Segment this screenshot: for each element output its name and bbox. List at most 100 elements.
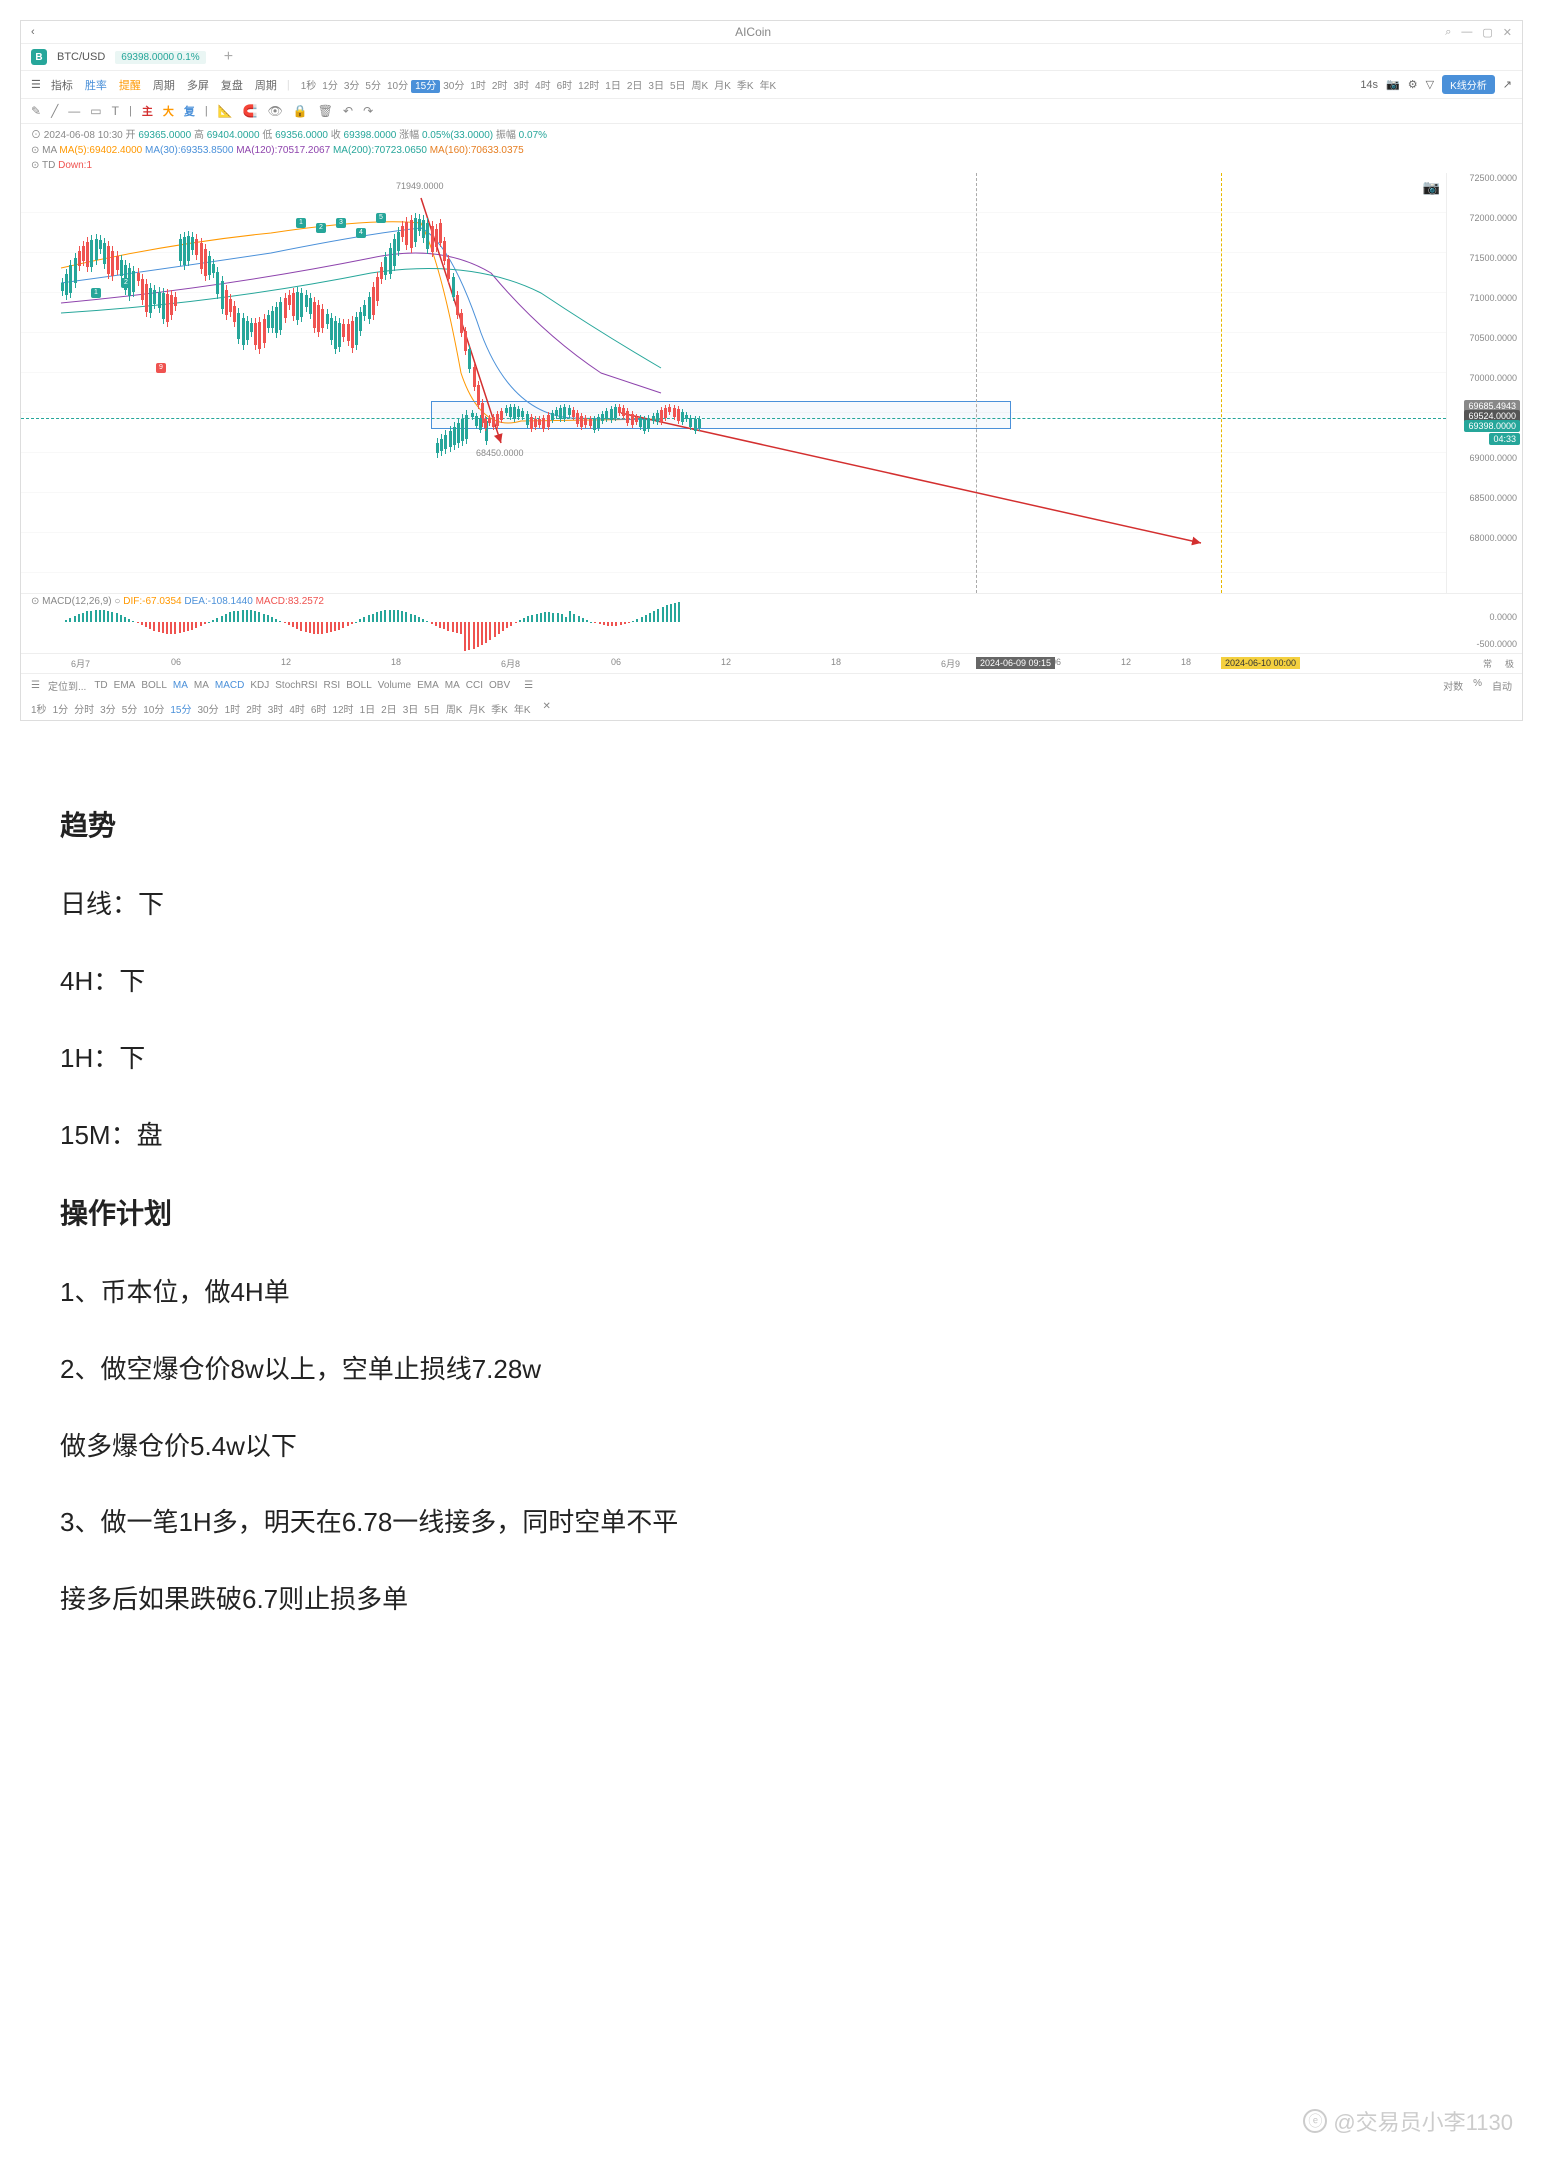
redo-icon[interactable]: ↷ [363, 104, 373, 118]
menu-period[interactable]: 周期 [151, 77, 177, 93]
trash-icon[interactable]: 🗑 [318, 104, 333, 118]
menu-replay[interactable]: 复盘 [219, 77, 245, 93]
tf-bottom-月K[interactable]: 月K [468, 701, 485, 716]
menu-alert[interactable]: 提醒 [117, 77, 143, 93]
eye-icon[interactable]: 👁 [268, 104, 283, 118]
indicator-kdj[interactable]: KDJ [250, 680, 269, 691]
da-label[interactable]: 大 [163, 103, 174, 119]
line-icon[interactable]: ╱ [51, 104, 58, 118]
timeframe-30分[interactable]: 30分 [440, 81, 467, 92]
tf-bottom-5分[interactable]: 5分 [122, 701, 138, 716]
menu-indicator[interactable]: 指标 [49, 77, 75, 93]
tf-bottom-3分[interactable]: 3分 [100, 701, 116, 716]
indicator-ma[interactable]: MA [173, 680, 188, 691]
timeframe-3时[interactable]: 3时 [510, 81, 532, 92]
menu-multi[interactable]: 多屏 [185, 77, 211, 93]
timeframe-1时[interactable]: 1时 [467, 81, 489, 92]
undo-icon[interactable]: ↶ [343, 104, 353, 118]
menu-period2[interactable]: 周期 [253, 77, 279, 93]
timeframe-1秒[interactable]: 1秒 [298, 81, 320, 92]
timeframe-年K[interactable]: 年K [757, 81, 780, 92]
indicator-boll[interactable]: BOLL [141, 680, 167, 691]
indicator-macd[interactable]: MACD [215, 680, 244, 691]
pct-toggle[interactable]: % [1473, 678, 1482, 693]
rect-icon[interactable]: ▭ [90, 104, 101, 118]
camera-overlay-icon[interactable]: 📷 [1423, 179, 1440, 196]
log-toggle[interactable]: 对数 [1443, 678, 1463, 693]
timeframe-2时[interactable]: 2时 [489, 81, 511, 92]
zhu-label[interactable]: 主 [142, 103, 153, 119]
timeframe-3日[interactable]: 3日 [645, 81, 667, 92]
timeframe-3分[interactable]: 3分 [341, 81, 363, 92]
tf-bottom-年K[interactable]: 年K [514, 701, 531, 716]
indicator-volume[interactable]: Volume [378, 680, 411, 691]
timeframe-4时[interactable]: 4时 [532, 81, 554, 92]
indicator-ema[interactable]: EMA [114, 680, 136, 691]
timeframe-12时[interactable]: 12时 [575, 81, 602, 92]
indicator-rsi[interactable]: RSI [324, 680, 341, 691]
timeframe-1分[interactable]: 1分 [319, 81, 341, 92]
timeframe-5日[interactable]: 5日 [667, 81, 689, 92]
indicator-ma[interactable]: MA [194, 680, 209, 691]
ruler-icon[interactable]: 📐 [218, 104, 233, 118]
indicator-boll[interactable]: BOLL [346, 680, 372, 691]
tf-bottom-30分[interactable]: 30分 [198, 701, 219, 716]
auto-toggle[interactable]: 自动 [1492, 678, 1512, 693]
minimize-icon[interactable]: — [1461, 26, 1472, 39]
tf-bottom-4时[interactable]: 4时 [289, 701, 305, 716]
search-icon[interactable]: ⌕ [1445, 26, 1451, 39]
tf-bottom-2日[interactable]: 2日 [381, 701, 397, 716]
indicator-ma[interactable]: MA [445, 680, 460, 691]
fu-label[interactable]: 复 [184, 103, 195, 119]
tf-bottom-1日[interactable]: 1日 [360, 701, 376, 716]
menu-icon[interactable]: ☰ [31, 78, 41, 91]
tf-bottom-3时[interactable]: 3时 [268, 701, 284, 716]
kline-analysis-button[interactable]: K线分析 [1442, 75, 1495, 94]
tf-bottom-1分[interactable]: 1分 [53, 701, 69, 716]
timeframe-月K[interactable]: 月K [711, 81, 734, 92]
filter-icon[interactable]: ▽ [1426, 78, 1434, 91]
hline-icon[interactable]: — [68, 104, 80, 118]
lock-icon[interactable]: 🔒 [293, 104, 308, 118]
indicator-cci[interactable]: CCI [466, 680, 483, 691]
close-icon[interactable]: ✕ [1503, 26, 1512, 39]
settings-icon[interactable]: ⚙ [1408, 78, 1418, 91]
timeframe-10分[interactable]: 10分 [384, 81, 411, 92]
chart-plot-area[interactable]: 71949.0000 68450.0000 📷 12912345 [21, 173, 1447, 593]
indicator-td[interactable]: TD [94, 680, 107, 691]
tf-bottom-季K[interactable]: 季K [491, 701, 508, 716]
text-icon[interactable]: T [112, 104, 119, 118]
tf-bottom-分时[interactable]: 分时 [74, 701, 94, 716]
tf-bottom-3日[interactable]: 3日 [403, 701, 419, 716]
tf-close-icon[interactable]: ✕ [543, 701, 551, 716]
tf-bottom-1秒[interactable]: 1秒 [31, 701, 47, 716]
camera-icon[interactable]: 📷 [1386, 78, 1400, 91]
tf-bottom-12时[interactable]: 12时 [332, 701, 353, 716]
tf-bottom-2时[interactable]: 2时 [246, 701, 262, 716]
indicator-ema[interactable]: EMA [417, 680, 439, 691]
timeframe-季K[interactable]: 季K [734, 81, 757, 92]
timeframe-周K[interactable]: 周K [689, 81, 712, 92]
tf-bottom-周K[interactable]: 周K [446, 701, 463, 716]
pencil-icon[interactable]: ✎ [31, 104, 41, 118]
add-tab-button[interactable]: + [216, 48, 241, 66]
tf-bottom-10分[interactable]: 10分 [143, 701, 164, 716]
locate-button[interactable]: 定位到... [48, 678, 86, 693]
magnet-icon[interactable]: 🧲 [243, 104, 258, 118]
indicator-obv[interactable]: OBV [489, 680, 510, 691]
back-icon[interactable]: ‹ [31, 26, 61, 38]
timeframe-5分[interactable]: 5分 [362, 81, 384, 92]
tf-bottom-6时[interactable]: 6时 [311, 701, 327, 716]
timeframe-15分[interactable]: 15分 [411, 80, 440, 93]
symbol-pair[interactable]: BTC/USD [57, 51, 105, 63]
tf-bottom-5日[interactable]: 5日 [424, 701, 440, 716]
timeframe-2日[interactable]: 2日 [624, 81, 646, 92]
timeframe-1日[interactable]: 1日 [602, 81, 624, 92]
timeframe-6时[interactable]: 6时 [554, 81, 576, 92]
tf-bottom-15分[interactable]: 15分 [170, 701, 191, 716]
tf-bottom-1时[interactable]: 1时 [225, 701, 241, 716]
maximize-icon[interactable]: ▢ [1482, 26, 1492, 39]
share-icon[interactable]: ↗ [1503, 78, 1512, 91]
chart-main[interactable]: 71949.0000 68450.0000 📷 12912345 72500.0… [21, 173, 1522, 593]
indicator-stochrsi[interactable]: StochRSI [275, 680, 317, 691]
